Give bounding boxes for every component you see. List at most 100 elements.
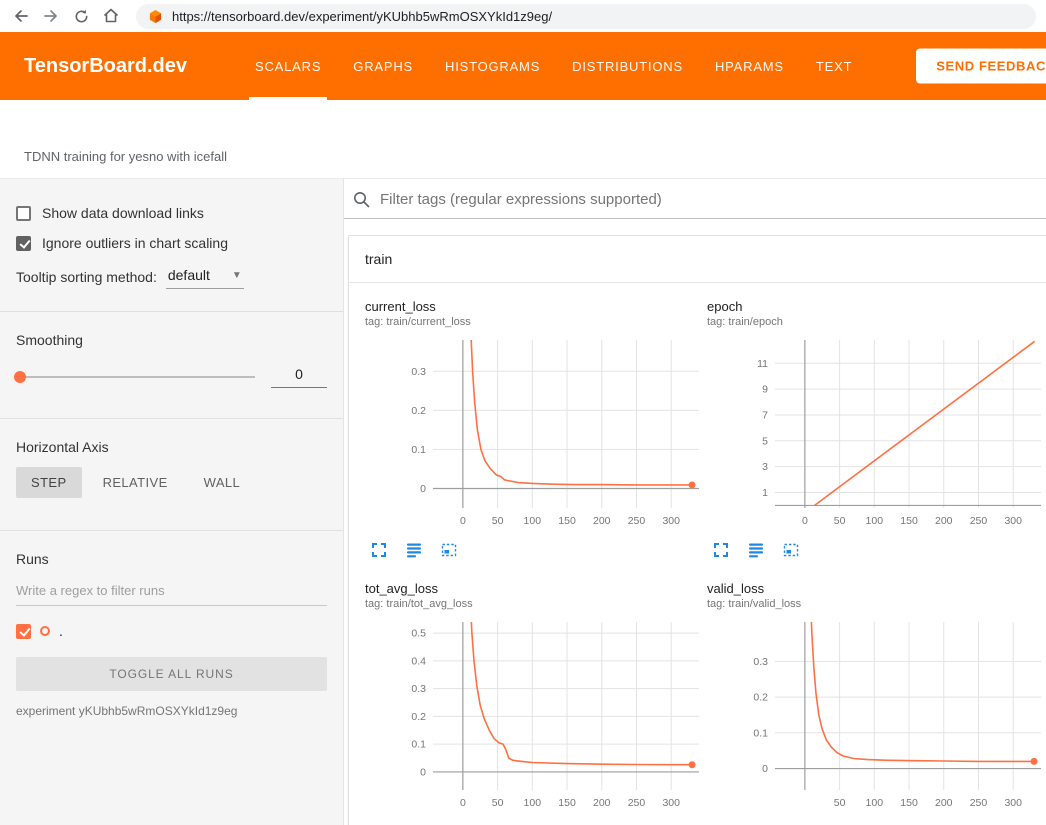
- train-section-header[interactable]: train: [349, 236, 1046, 283]
- settings-sidebar: Show data download links Ignore outliers…: [0, 179, 344, 825]
- smoothing-slider-thumb[interactable]: [14, 371, 26, 383]
- svg-text:0.2: 0.2: [411, 405, 426, 417]
- app-logo: TensorBoard.dev: [24, 55, 187, 78]
- chart-tag: tag: train/current_loss: [365, 316, 701, 328]
- fullscreen-icon[interactable]: [711, 541, 731, 559]
- fit-domain-icon[interactable]: [439, 541, 459, 559]
- svg-text:0: 0: [762, 763, 768, 775]
- send-feedback-button[interactable]: SEND FEEDBACK: [916, 49, 1046, 84]
- sidebar-divider: [0, 530, 343, 531]
- svg-text:0: 0: [802, 515, 808, 527]
- svg-text:200: 200: [593, 797, 611, 809]
- data-series-icon[interactable]: [404, 541, 424, 559]
- svg-text:150: 150: [558, 797, 576, 809]
- reload-icon[interactable]: [66, 2, 96, 30]
- ignore-outliers-row[interactable]: Ignore outliers in chart scaling: [0, 235, 343, 251]
- axis-relative-button[interactable]: RELATIVE: [88, 467, 183, 498]
- chart-card-current-loss: current_loss tag: train/current_loss 050…: [365, 299, 701, 559]
- experiment-title: TDNN training for yesno with icefall: [24, 149, 227, 164]
- tab-hparams[interactable]: HPARAMS: [699, 32, 800, 100]
- line-chart-valid-loss[interactable]: 5010015020025030000.10.20.3: [707, 616, 1043, 816]
- svg-text:250: 250: [970, 797, 988, 809]
- axis-wall-button[interactable]: WALL: [189, 467, 256, 498]
- tab-graphs[interactable]: GRAPHS: [337, 32, 429, 100]
- tooltip-sorting-select[interactable]: default ▼: [166, 265, 244, 289]
- svg-text:50: 50: [492, 515, 504, 527]
- run-name: .: [59, 623, 63, 639]
- line-chart-epoch[interactable]: 0501001502002503001357911: [707, 334, 1043, 534]
- home-icon[interactable]: [96, 2, 126, 30]
- show-download-links-row[interactable]: Show data download links: [0, 205, 343, 221]
- svg-text:150: 150: [558, 515, 576, 527]
- sidebar-divider: [0, 418, 343, 419]
- svg-text:100: 100: [524, 797, 542, 809]
- smoothing-slider-row: 0: [0, 348, 343, 400]
- tooltip-sorting-value: default: [168, 267, 210, 283]
- svg-text:0.3: 0.3: [411, 366, 426, 378]
- tab-text[interactable]: TEXT: [800, 32, 868, 100]
- fit-domain-icon[interactable]: [781, 541, 801, 559]
- tab-histograms[interactable]: HISTOGRAMS: [429, 32, 556, 100]
- line-chart-tot-avg-loss[interactable]: 05010015020025030000.10.20.30.40.5: [365, 616, 701, 816]
- app-header: TensorBoard.dev SCALARS GRAPHS HISTOGRAM…: [0, 32, 1046, 100]
- address-bar[interactable]: https://tensorboard.dev/experiment/yKUbh…: [136, 4, 1036, 29]
- tag-filter-input[interactable]: Filter tags (regular expressions support…: [380, 191, 662, 208]
- svg-text:0: 0: [460, 797, 466, 809]
- svg-text:0: 0: [420, 766, 426, 778]
- chart-card-tot-avg-loss: tot_avg_loss tag: train/tot_avg_loss 050…: [365, 581, 701, 825]
- svg-text:150: 150: [900, 515, 918, 527]
- svg-text:0.1: 0.1: [411, 444, 426, 456]
- fullscreen-icon[interactable]: [369, 541, 389, 559]
- ignore-outliers-checkbox[interactable]: [16, 236, 31, 251]
- svg-text:0.3: 0.3: [753, 656, 768, 668]
- svg-text:50: 50: [492, 797, 504, 809]
- svg-text:0.1: 0.1: [753, 727, 768, 739]
- svg-text:250: 250: [970, 515, 988, 527]
- svg-text:5: 5: [762, 435, 768, 447]
- svg-text:250: 250: [628, 797, 646, 809]
- chart-tag: tag: train/valid_loss: [707, 598, 1043, 610]
- toggle-all-runs-button[interactable]: TOGGLE ALL RUNS: [16, 657, 327, 691]
- run-row[interactable]: .: [0, 606, 343, 639]
- svg-text:100: 100: [866, 797, 884, 809]
- tooltip-sorting-row: Tooltip sorting method: default ▼: [0, 265, 343, 289]
- run-checkbox[interactable]: [16, 624, 31, 639]
- svg-text:11: 11: [757, 358, 768, 370]
- runs-label: Runs: [0, 549, 343, 567]
- svg-text:0: 0: [420, 483, 426, 495]
- show-download-links-checkbox[interactable]: [16, 206, 31, 221]
- svg-text:100: 100: [866, 515, 884, 527]
- tab-scalars[interactable]: SCALARS: [239, 32, 337, 100]
- tag-filter-row[interactable]: Filter tags (regular expressions support…: [344, 179, 1046, 219]
- smoothing-slider[interactable]: [16, 376, 255, 378]
- svg-text:200: 200: [935, 797, 953, 809]
- experiment-caption: experiment yKUbhb5wRmOSXYkId1z9eg: [0, 691, 343, 731]
- tab-distributions[interactable]: DISTRIBUTIONS: [556, 32, 699, 100]
- svg-text:150: 150: [900, 797, 918, 809]
- svg-text:0.2: 0.2: [411, 711, 426, 723]
- content-area: Show data download links Ignore outliers…: [0, 178, 1046, 825]
- chart-toolbar: [365, 816, 701, 825]
- nav-tabs: SCALARS GRAPHS HISTOGRAMS DISTRIBUTIONS …: [239, 32, 868, 100]
- smoothing-value-input[interactable]: 0: [271, 366, 327, 388]
- runs-filter-input[interactable]: Write a regex to filter runs: [16, 583, 327, 606]
- line-chart-current-loss[interactable]: 05010015020025030000.10.20.3: [365, 334, 701, 534]
- smoothing-label: Smoothing: [0, 330, 343, 348]
- data-series-icon[interactable]: [746, 541, 766, 559]
- back-icon[interactable]: [6, 2, 36, 30]
- browser-chrome: https://tensorboard.dev/experiment/yKUbh…: [0, 0, 1046, 32]
- chevron-down-icon: ▼: [232, 270, 242, 281]
- train-section-card: train current_loss tag: train/current_lo…: [348, 235, 1046, 825]
- show-download-links-label: Show data download links: [42, 205, 204, 221]
- chart-title: tot_avg_loss: [365, 581, 701, 596]
- forward-icon[interactable]: [36, 2, 66, 30]
- svg-text:300: 300: [1004, 515, 1022, 527]
- svg-text:100: 100: [524, 515, 542, 527]
- url-text: https://tensorboard.dev/experiment/yKUbh…: [172, 9, 552, 24]
- horizontal-axis-label: Horizontal Axis: [0, 437, 343, 455]
- chart-toolbar: [707, 534, 1043, 559]
- axis-step-button[interactable]: STEP: [16, 467, 82, 498]
- svg-text:0.2: 0.2: [753, 692, 768, 704]
- svg-text:200: 200: [593, 515, 611, 527]
- svg-text:50: 50: [834, 797, 846, 809]
